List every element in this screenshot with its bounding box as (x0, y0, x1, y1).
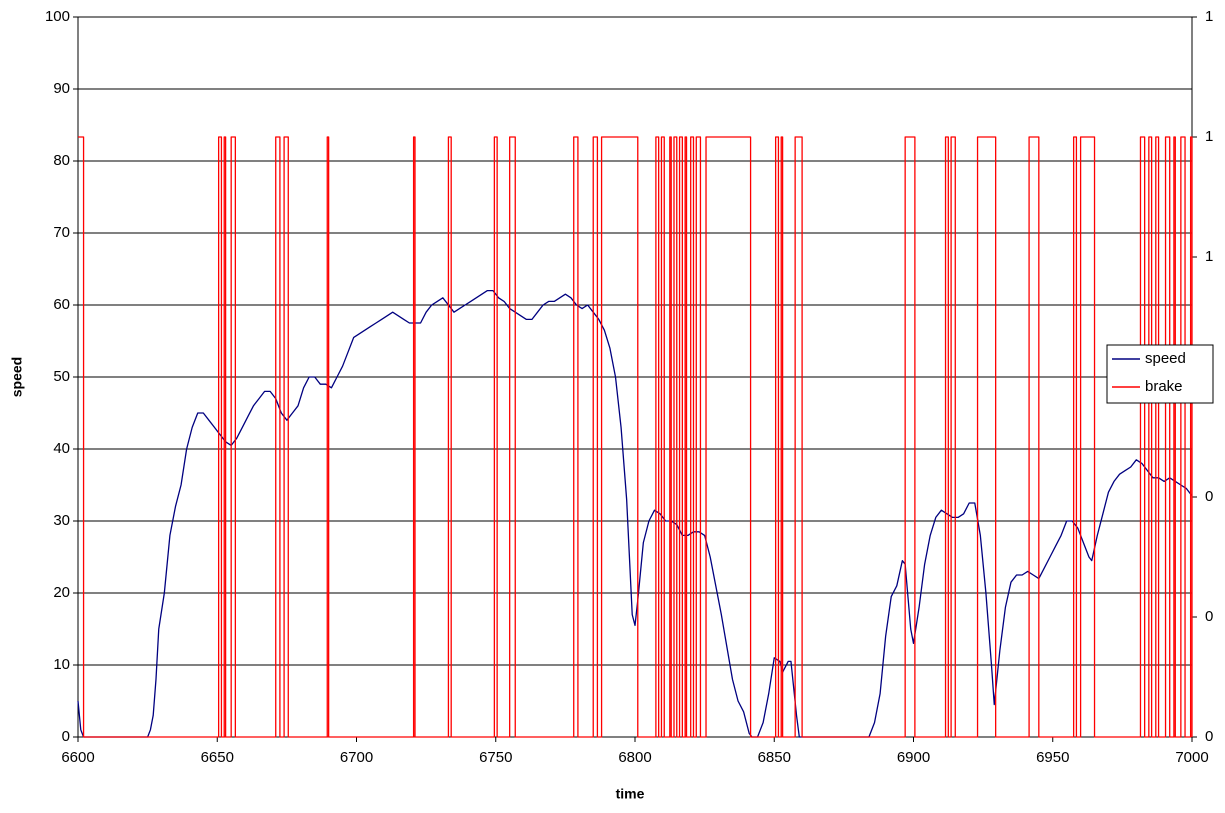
x-tick-label: 6850 (758, 749, 791, 766)
y2-tick-label: 0 (1205, 488, 1213, 505)
y-tick-label: 100 (45, 8, 70, 25)
y2-tick-label: 1 (1205, 8, 1213, 25)
x-axis-title: time (616, 786, 645, 802)
y2-tick-label: 0 (1205, 728, 1213, 745)
y-tick-label: 90 (53, 80, 70, 97)
x-tick-label: 6800 (618, 749, 651, 766)
legend-label: brake (1145, 378, 1183, 395)
y-tick-label: 60 (53, 296, 70, 313)
y-tick-label: 20 (53, 584, 70, 601)
legend-label: speed (1145, 350, 1186, 367)
x-tick-label: 6900 (897, 749, 930, 766)
y-axis-title: speed (9, 357, 25, 397)
y-tick-label: 0 (62, 728, 70, 745)
x-tick-label: 6700 (340, 749, 373, 766)
x-tick-label: 6600 (61, 749, 94, 766)
y-tick-label: 30 (53, 512, 70, 529)
x-tick-label: 7000 (1175, 749, 1208, 766)
y-tick-label: 70 (53, 224, 70, 241)
x-tick-label: 6950 (1036, 749, 1069, 766)
x-tick-label: 6750 (479, 749, 512, 766)
y-tick-label: 10 (53, 656, 70, 673)
y2-tick-label: 1 (1205, 128, 1213, 145)
y2-tick-label: 1 (1205, 248, 1213, 265)
x-tick-label: 6650 (201, 749, 234, 766)
y-tick-label: 50 (53, 368, 70, 385)
y2-tick-label: 0 (1205, 608, 1213, 625)
y-tick-label: 80 (53, 152, 70, 169)
series-line (78, 136, 1193, 738)
series-line (77, 289, 1193, 738)
y-tick-label: 40 (53, 440, 70, 457)
legend-box (1106, 344, 1214, 404)
